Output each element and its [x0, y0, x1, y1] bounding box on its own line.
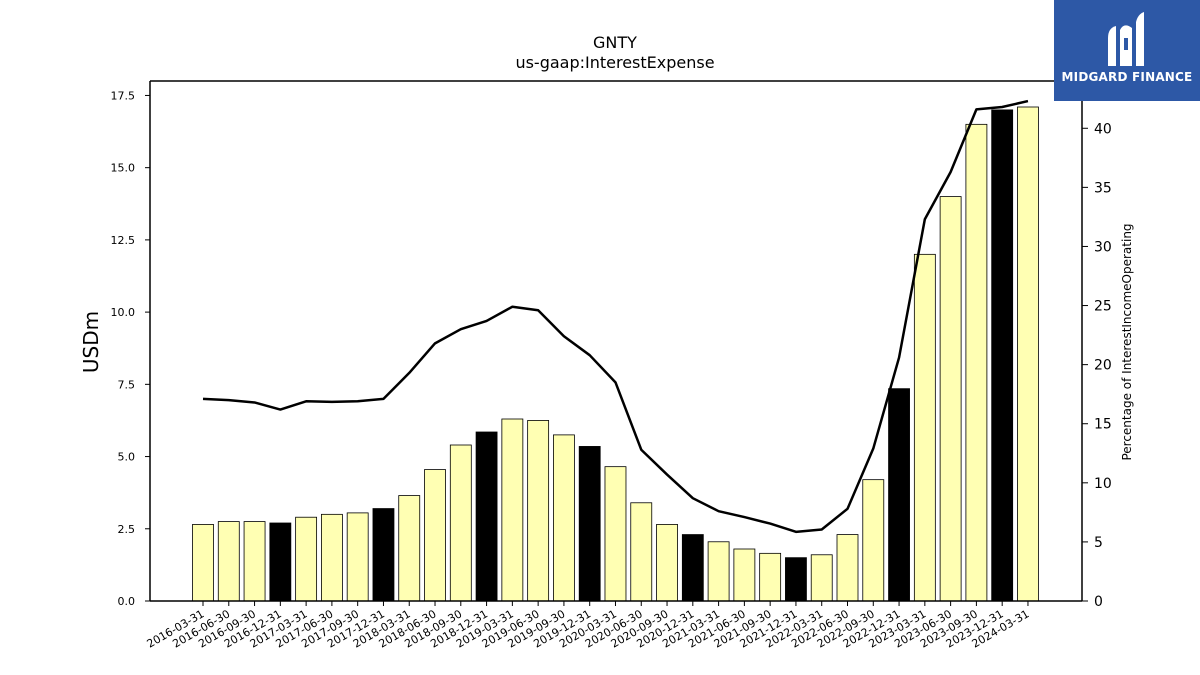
bar-2022-03-31: [810, 554, 833, 602]
y2-axis-label: Percentage of InterestIncomeOperating: [1120, 223, 1134, 460]
bar-2016-03-31: [192, 524, 214, 602]
bar-2019-09-30: [553, 434, 575, 602]
midgard-logo-icon: [1108, 12, 1144, 66]
bar-2022-12-31: [888, 388, 910, 602]
line-group: [202, 99, 1029, 534]
y2-tick-label: 15: [1094, 417, 1112, 433]
bar-2021-06-30: [733, 548, 756, 602]
bars-group: [192, 106, 1039, 602]
y-tick-label: 2.5: [118, 523, 136, 536]
bar-2020-09-30: [656, 524, 678, 602]
bar-2019-03-31: [501, 418, 524, 602]
bar-2023-03-31: [913, 253, 936, 602]
ratio-line: [202, 99, 1029, 534]
midgard-logo: MIDGARD FINANCE: [1054, 0, 1200, 101]
bar-2023-09-30: [965, 123, 988, 602]
logo-text: MIDGARD FINANCE: [1061, 70, 1193, 84]
bar-2016-09-30: [243, 521, 266, 602]
bar-2017-12-31: [372, 508, 395, 602]
y2-tick-label: 30: [1094, 239, 1112, 255]
bar-2019-12-31: [578, 446, 601, 602]
bar-2016-06-30: [217, 521, 240, 602]
y2-tick-label: 5: [1094, 535, 1103, 551]
y-tick-label: 12.5: [111, 234, 136, 247]
y-tick-label: 0.0: [118, 595, 136, 608]
y-tick-label: 10.0: [111, 306, 136, 319]
y2-tick-label: 35: [1094, 180, 1112, 196]
y2-tick-label: 40: [1094, 121, 1112, 137]
y2-tick-label: 10: [1094, 476, 1112, 492]
y-tick-label: 5.0: [118, 451, 136, 464]
bar-2017-09-30: [346, 512, 369, 602]
bar-2020-12-31: [681, 534, 704, 602]
bar-2018-12-31: [475, 431, 498, 602]
bar-2022-09-30: [862, 479, 885, 602]
bar-2020-06-30: [630, 502, 653, 602]
bar-2018-03-31: [398, 495, 421, 602]
y-axis-label: USDm: [79, 311, 103, 373]
y2-tick-label: 20: [1094, 358, 1112, 374]
y2-tick-label: 0: [1094, 594, 1103, 610]
bar-2018-09-30: [449, 444, 472, 602]
y-tick-label: 15.0: [111, 162, 136, 175]
bar-2017-06-30: [320, 513, 343, 602]
bar-2016-12-31: [269, 522, 292, 602]
bar-2022-06-30: [836, 534, 859, 602]
y2-tick-label: 25: [1094, 299, 1112, 315]
y-tick-label: 7.5: [118, 378, 136, 391]
bar-2024-03-31: [1017, 106, 1039, 602]
bar-2023-06-30: [939, 196, 962, 602]
bar-2017-03-31: [295, 516, 318, 602]
bar-2018-06-30: [424, 469, 446, 602]
chart-subtitle: us-gaap:InterestExpense: [515, 53, 714, 72]
bar-2021-09-30: [759, 552, 782, 602]
bar-2023-12-31: [991, 109, 1014, 602]
y-tick-label: 17.5: [111, 89, 136, 102]
chart-title: GNTY: [593, 33, 637, 52]
bar-2020-03-31: [604, 466, 627, 602]
bar-2021-03-31: [707, 541, 730, 602]
bar-2019-06-30: [527, 420, 550, 602]
bar-2021-12-31: [785, 557, 807, 602]
